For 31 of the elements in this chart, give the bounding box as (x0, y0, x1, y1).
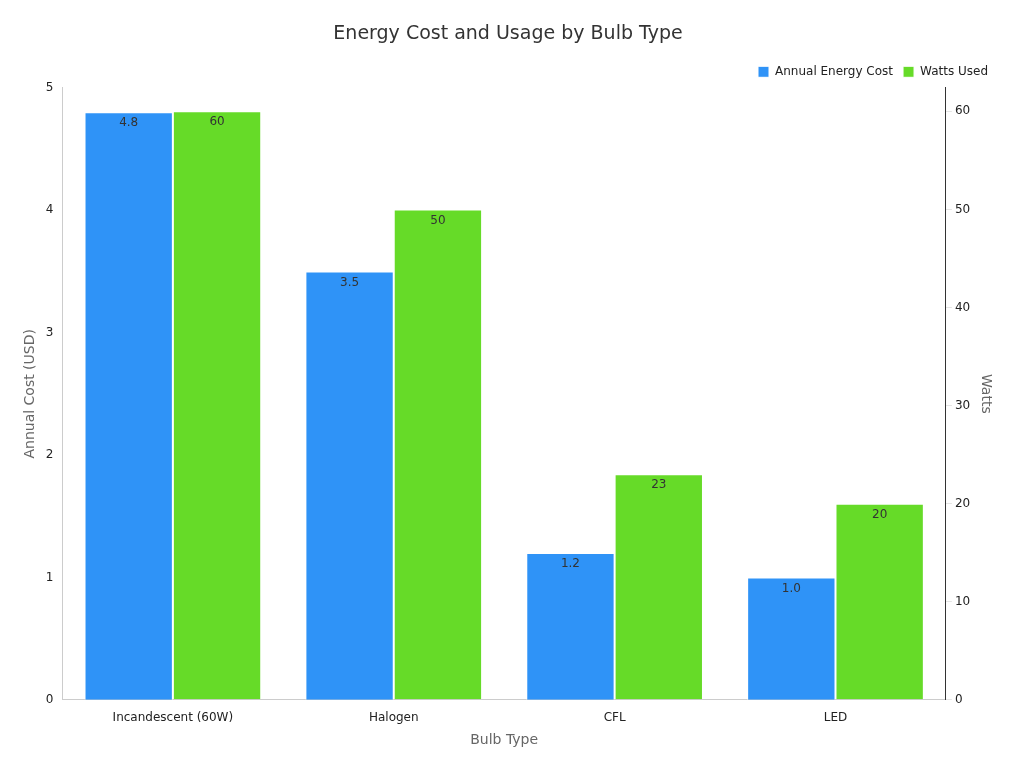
y-tick-label: 4 (45, 202, 54, 217)
y2-tick-label: 40 (954, 299, 971, 314)
y2-axis-title: Watts (978, 373, 995, 414)
x-tick-label: CFL (603, 710, 626, 725)
legend-label: Watts Used (920, 63, 989, 78)
x-axis-title: Bulb Type (470, 731, 539, 748)
y-tick-label: 3 (45, 324, 54, 339)
data-label: 20 (872, 506, 888, 521)
data-label: 1.0 (781, 580, 801, 595)
y2-tick-label: 20 (954, 495, 971, 510)
data-label: 3.5 (340, 274, 360, 289)
y-tick-label: 2 (45, 447, 54, 462)
data-label: 60 (209, 114, 225, 129)
y2-tick-label: 50 (954, 201, 971, 216)
y2-tick-label: 30 (954, 397, 971, 412)
data-label: 50 (430, 212, 446, 227)
x-tick-label: LED (823, 710, 848, 725)
x-tick-label: Incandescent (60W) (112, 710, 234, 725)
y-tick-label: 1 (45, 569, 54, 584)
y-tick-label: 0 (45, 691, 54, 706)
y2-tick-label: 60 (954, 103, 971, 118)
legend-label: Annual Energy Cost (775, 63, 894, 78)
y-tick-label: 5 (45, 79, 54, 94)
y2-tick-label: 0 (954, 691, 963, 706)
y2-tick-label: 10 (954, 593, 971, 608)
x-tick-label: Halogen (368, 710, 419, 725)
data-label: 1.2 (560, 556, 580, 571)
data-label: 4.8 (119, 115, 139, 130)
chart-title: Energy Cost and Usage by Bulb Type (333, 21, 683, 44)
data-label: 23 (651, 477, 667, 492)
y-axis-title: Annual Cost (USD) (21, 329, 38, 459)
